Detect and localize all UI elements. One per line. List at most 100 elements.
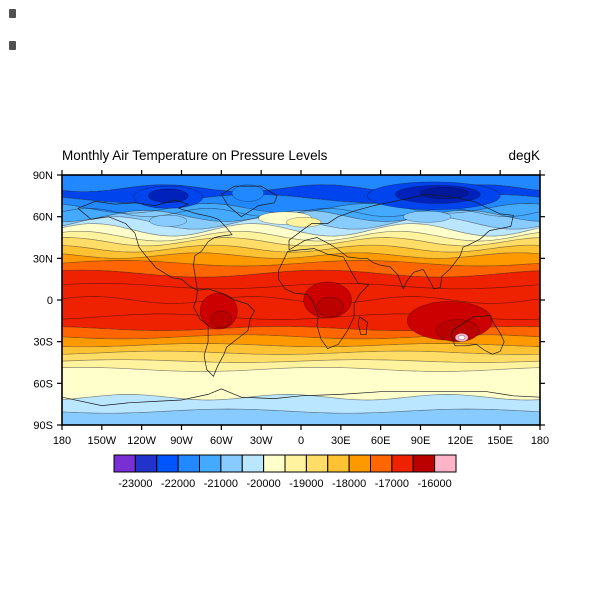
coastline xyxy=(288,194,514,290)
map-band xyxy=(62,260,540,278)
contour-line xyxy=(62,207,540,218)
colorbar-box xyxy=(199,454,222,473)
lat-tick-label: 30S xyxy=(33,337,53,349)
colorbar-label: -23000 xyxy=(118,478,152,490)
colorbar-label: -17000 xyxy=(375,478,409,490)
map-band xyxy=(62,394,540,414)
lon-tick-label: 0 xyxy=(298,435,304,447)
map-band xyxy=(62,252,540,266)
lon-tick-label: 60W xyxy=(210,435,233,447)
coastline xyxy=(357,316,368,336)
colorbar-label: -21000 xyxy=(204,478,238,490)
anomaly-blob xyxy=(210,310,233,329)
contour-line xyxy=(62,296,540,304)
contour-line xyxy=(62,350,540,355)
map-band xyxy=(62,351,540,363)
contour-line xyxy=(62,367,540,372)
lon-tick-label: 90E xyxy=(411,435,431,447)
contour-line xyxy=(62,343,540,348)
colorbar-box xyxy=(113,454,136,473)
lat-tick-label: 30N xyxy=(33,253,53,265)
colorbar-box xyxy=(370,454,393,473)
lon-tick-label: 90W xyxy=(170,435,193,447)
lon-tick-label: 150E xyxy=(487,435,513,447)
colorbar-box xyxy=(412,454,436,473)
colorbar-label: -19000 xyxy=(289,478,323,490)
lon-tick-label: 120E xyxy=(447,435,473,447)
map-band xyxy=(62,237,540,253)
anomaly-blob xyxy=(149,214,188,227)
map-band xyxy=(62,334,540,347)
chart-title: Monthly Air Temperature on Pressure Leve… xyxy=(62,148,328,163)
colorbar-box xyxy=(134,454,158,473)
colorbar-box xyxy=(391,454,414,473)
coastline xyxy=(193,288,255,378)
colorbar-box xyxy=(177,454,201,473)
colorbar-box xyxy=(156,454,179,473)
anomaly-blob xyxy=(316,296,344,317)
colorbar-label: -20000 xyxy=(246,478,280,490)
contour-line xyxy=(62,230,540,242)
stray-mark xyxy=(9,41,16,50)
colorbar-box xyxy=(241,454,265,473)
stray-mark xyxy=(9,9,16,18)
map-band xyxy=(62,359,540,372)
lat-tick-label: 90N xyxy=(33,170,53,182)
lon-tick-label: 120W xyxy=(127,435,156,447)
lat-tick-label: 60N xyxy=(33,212,53,224)
lat-tick-label: 90S xyxy=(33,420,53,432)
contour-line xyxy=(62,408,540,414)
lon-tick-label: 30E xyxy=(331,435,351,447)
colorbar-box xyxy=(305,454,329,473)
contour-line xyxy=(62,394,540,401)
contour-line xyxy=(62,282,540,290)
anomaly-blob xyxy=(458,335,466,340)
colorbar-box xyxy=(220,454,243,473)
map-band xyxy=(62,326,540,339)
contour-line xyxy=(62,203,540,214)
lon-tick-label: 150W xyxy=(87,435,116,447)
contour-line xyxy=(62,244,540,253)
coastline xyxy=(220,185,278,217)
coastline xyxy=(450,314,505,355)
colorbar-label: -18000 xyxy=(332,478,366,490)
lon-tick-label: 60E xyxy=(371,435,391,447)
lon-tick-label: 180 xyxy=(53,435,71,447)
lat-tick-label: 60S xyxy=(33,378,53,390)
coastline xyxy=(77,199,233,291)
coastline xyxy=(62,388,540,406)
map-band xyxy=(62,409,540,425)
lon-tick-label: 30W xyxy=(250,435,273,447)
colorbar-box xyxy=(434,454,457,473)
contour-line xyxy=(62,252,540,259)
contour-line xyxy=(62,269,540,278)
anomaly-blob xyxy=(231,184,265,202)
contour-line xyxy=(62,260,540,267)
anomaly-blob xyxy=(286,217,322,228)
contour-line xyxy=(62,210,540,222)
map-band xyxy=(62,343,540,355)
lat-tick-label: 0 xyxy=(47,295,53,307)
anomaly-blob xyxy=(436,319,480,343)
colorbar-box xyxy=(263,454,286,473)
contour-line xyxy=(62,223,540,237)
map-area xyxy=(62,175,540,425)
map-band xyxy=(62,245,540,259)
map-band xyxy=(62,231,540,246)
colorbar-box xyxy=(327,454,350,473)
lon-tick-label: 180 xyxy=(531,435,549,447)
colorbar-box xyxy=(348,454,372,473)
coastline xyxy=(278,248,370,350)
colorbar-label: -22000 xyxy=(161,478,195,490)
contour-line xyxy=(62,359,540,363)
colorbar-box xyxy=(284,454,307,473)
units-label: degK xyxy=(508,148,540,163)
anomaly-blob xyxy=(402,210,452,223)
anomaly-blob xyxy=(420,187,469,199)
map-band xyxy=(62,223,540,241)
anomaly-blob xyxy=(148,188,189,204)
contour-line xyxy=(62,237,540,247)
colorbar-label: -16000 xyxy=(417,478,451,490)
